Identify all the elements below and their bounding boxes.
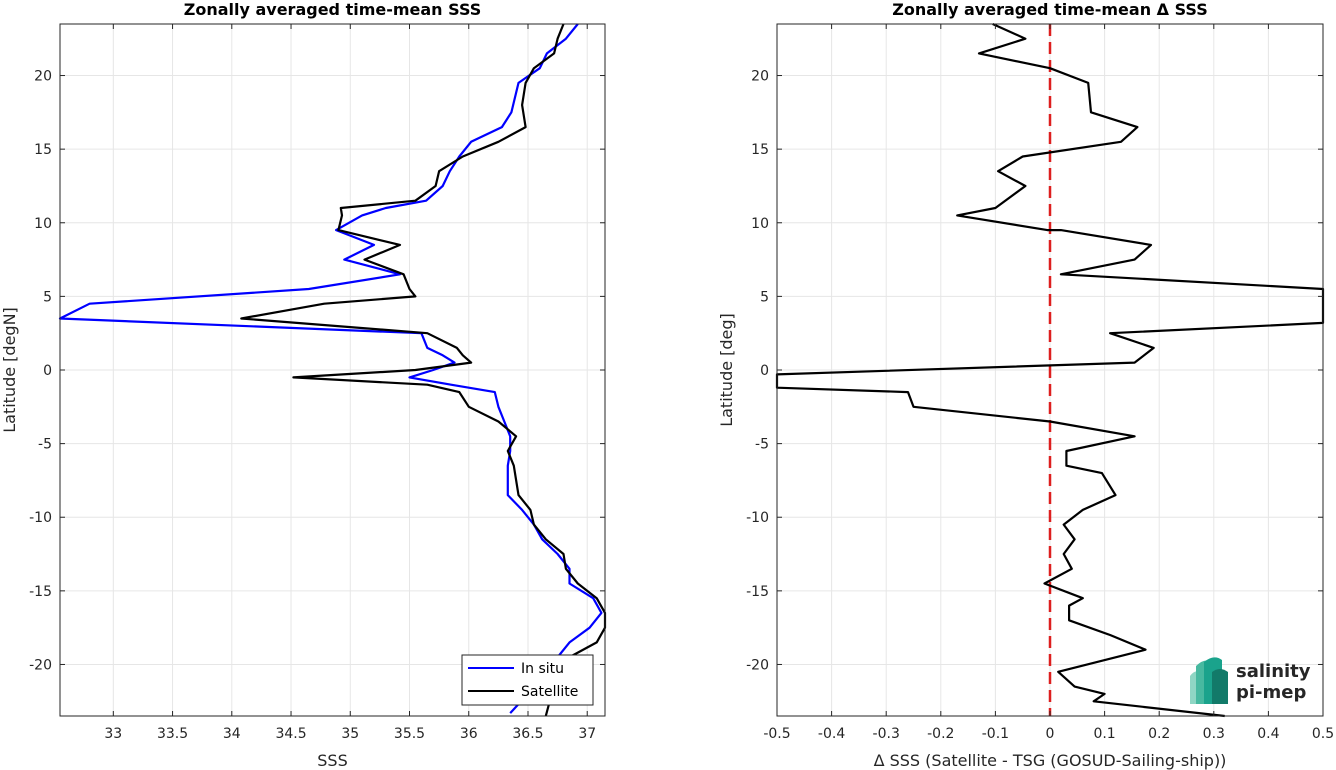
legend: In situ Satellite (461, 654, 594, 706)
left-y-axis-label: Latitude [degN] (0, 307, 19, 433)
legend-box (461, 654, 594, 706)
right-y-tick-label: 5 (760, 289, 769, 305)
right-x-axis-label: Δ SSS (Satellite - TSG (GOSUD-Sailing-sh… (874, 751, 1227, 770)
left-y-tick-label: 0 (43, 363, 52, 379)
salinity-pi-mep-logo: salinity pi-mep (1190, 657, 1311, 704)
right-x-tick-label: 0 (1046, 726, 1055, 742)
left-series-line-satellite (240, 23, 607, 717)
left-x-tick-label: 37 (578, 726, 596, 742)
right-x-tick-label: -0.4 (818, 726, 845, 742)
left-ticks: 33 33.5 34 34.5 35 35.5 36 36.5 37 -20 -15 -10 -5 0 5 1… (29, 24, 605, 742)
left-x-axis-label: SSS (317, 751, 347, 770)
right-x-tick-label: -0.1 (982, 726, 1009, 742)
left-y-tick-label: 5 (43, 289, 52, 305)
right-x-tick-label: 0.4 (1257, 726, 1279, 742)
logo-text-pi-mep: pi-mep (1236, 682, 1306, 703)
left-series-line-in-situ (58, 23, 603, 714)
right-y-tick-label: 15 (751, 142, 769, 158)
left-x-tick-label: 33 (104, 726, 122, 742)
right-chart-panel: -0.5 -0.4 -0.3 -0.2 -0.1 0 0.1 0.2 0.3 0.4 0.5 -20 -… (717, 0, 1334, 770)
left-x-tick-label: 33.5 (157, 726, 188, 742)
left-y-tick-label: -10 (29, 510, 52, 526)
right-y-axis-label: Latitude [deg] (717, 313, 736, 427)
left-x-tick-label: 36 (460, 726, 478, 742)
right-x-tick-label: -0.3 (873, 726, 900, 742)
right-x-tick-label: 0.2 (1148, 726, 1170, 742)
right-y-tick-label: 20 (751, 69, 769, 85)
logo-wave-icon (1190, 657, 1228, 704)
left-x-tick-label: 35 (341, 726, 359, 742)
right-y-tick-label: -20 (746, 657, 769, 673)
left-y-tick-label: 20 (34, 69, 52, 85)
left-y-tick-label: -20 (29, 657, 52, 673)
left-series-lines (58, 23, 607, 717)
right-x-tick-label: 0.5 (1312, 726, 1334, 742)
right-x-tick-label: -0.5 (763, 726, 790, 742)
right-x-tick-label: 0.1 (1093, 726, 1115, 742)
left-x-tick-label: 34 (223, 726, 241, 742)
right-y-tick-label: -15 (746, 584, 769, 600)
left-x-tick-label: 35.5 (394, 726, 425, 742)
left-y-tick-label: 15 (34, 142, 52, 158)
right-x-tick-label: -0.2 (927, 726, 954, 742)
left-y-tick-label: -15 (29, 584, 52, 600)
left-x-tick-label: 34.5 (275, 726, 306, 742)
logo-text-salinity: salinity (1236, 661, 1311, 682)
left-chart-title: Zonally averaged time-mean SSS (184, 0, 482, 19)
right-ticks: -0.5 -0.4 -0.3 -0.2 -0.1 0 0.1 0.2 0.3 0.4 0.5 -20 -… (746, 24, 1334, 742)
legend-label-satellite: Satellite (521, 684, 578, 700)
right-y-tick-label: 0 (760, 363, 769, 379)
right-y-tick-label: -5 (755, 437, 769, 453)
right-x-tick-label: 0.3 (1203, 726, 1225, 742)
left-y-tick-label: 10 (34, 216, 52, 232)
right-y-tick-label: -10 (746, 510, 769, 526)
left-x-tick-label: 36.5 (512, 726, 543, 742)
right-chart-title: Zonally averaged time-mean Δ SSS (892, 0, 1208, 19)
left-chart-panel: 33 33.5 34 34.5 35 35.5 36 36.5 37 -20 -15 -10 -5 0 5 1… (0, 0, 607, 770)
right-y-tick-label: 10 (751, 216, 769, 232)
legend-label-in-situ: In situ (521, 661, 564, 677)
left-y-tick-label: -5 (38, 437, 52, 453)
